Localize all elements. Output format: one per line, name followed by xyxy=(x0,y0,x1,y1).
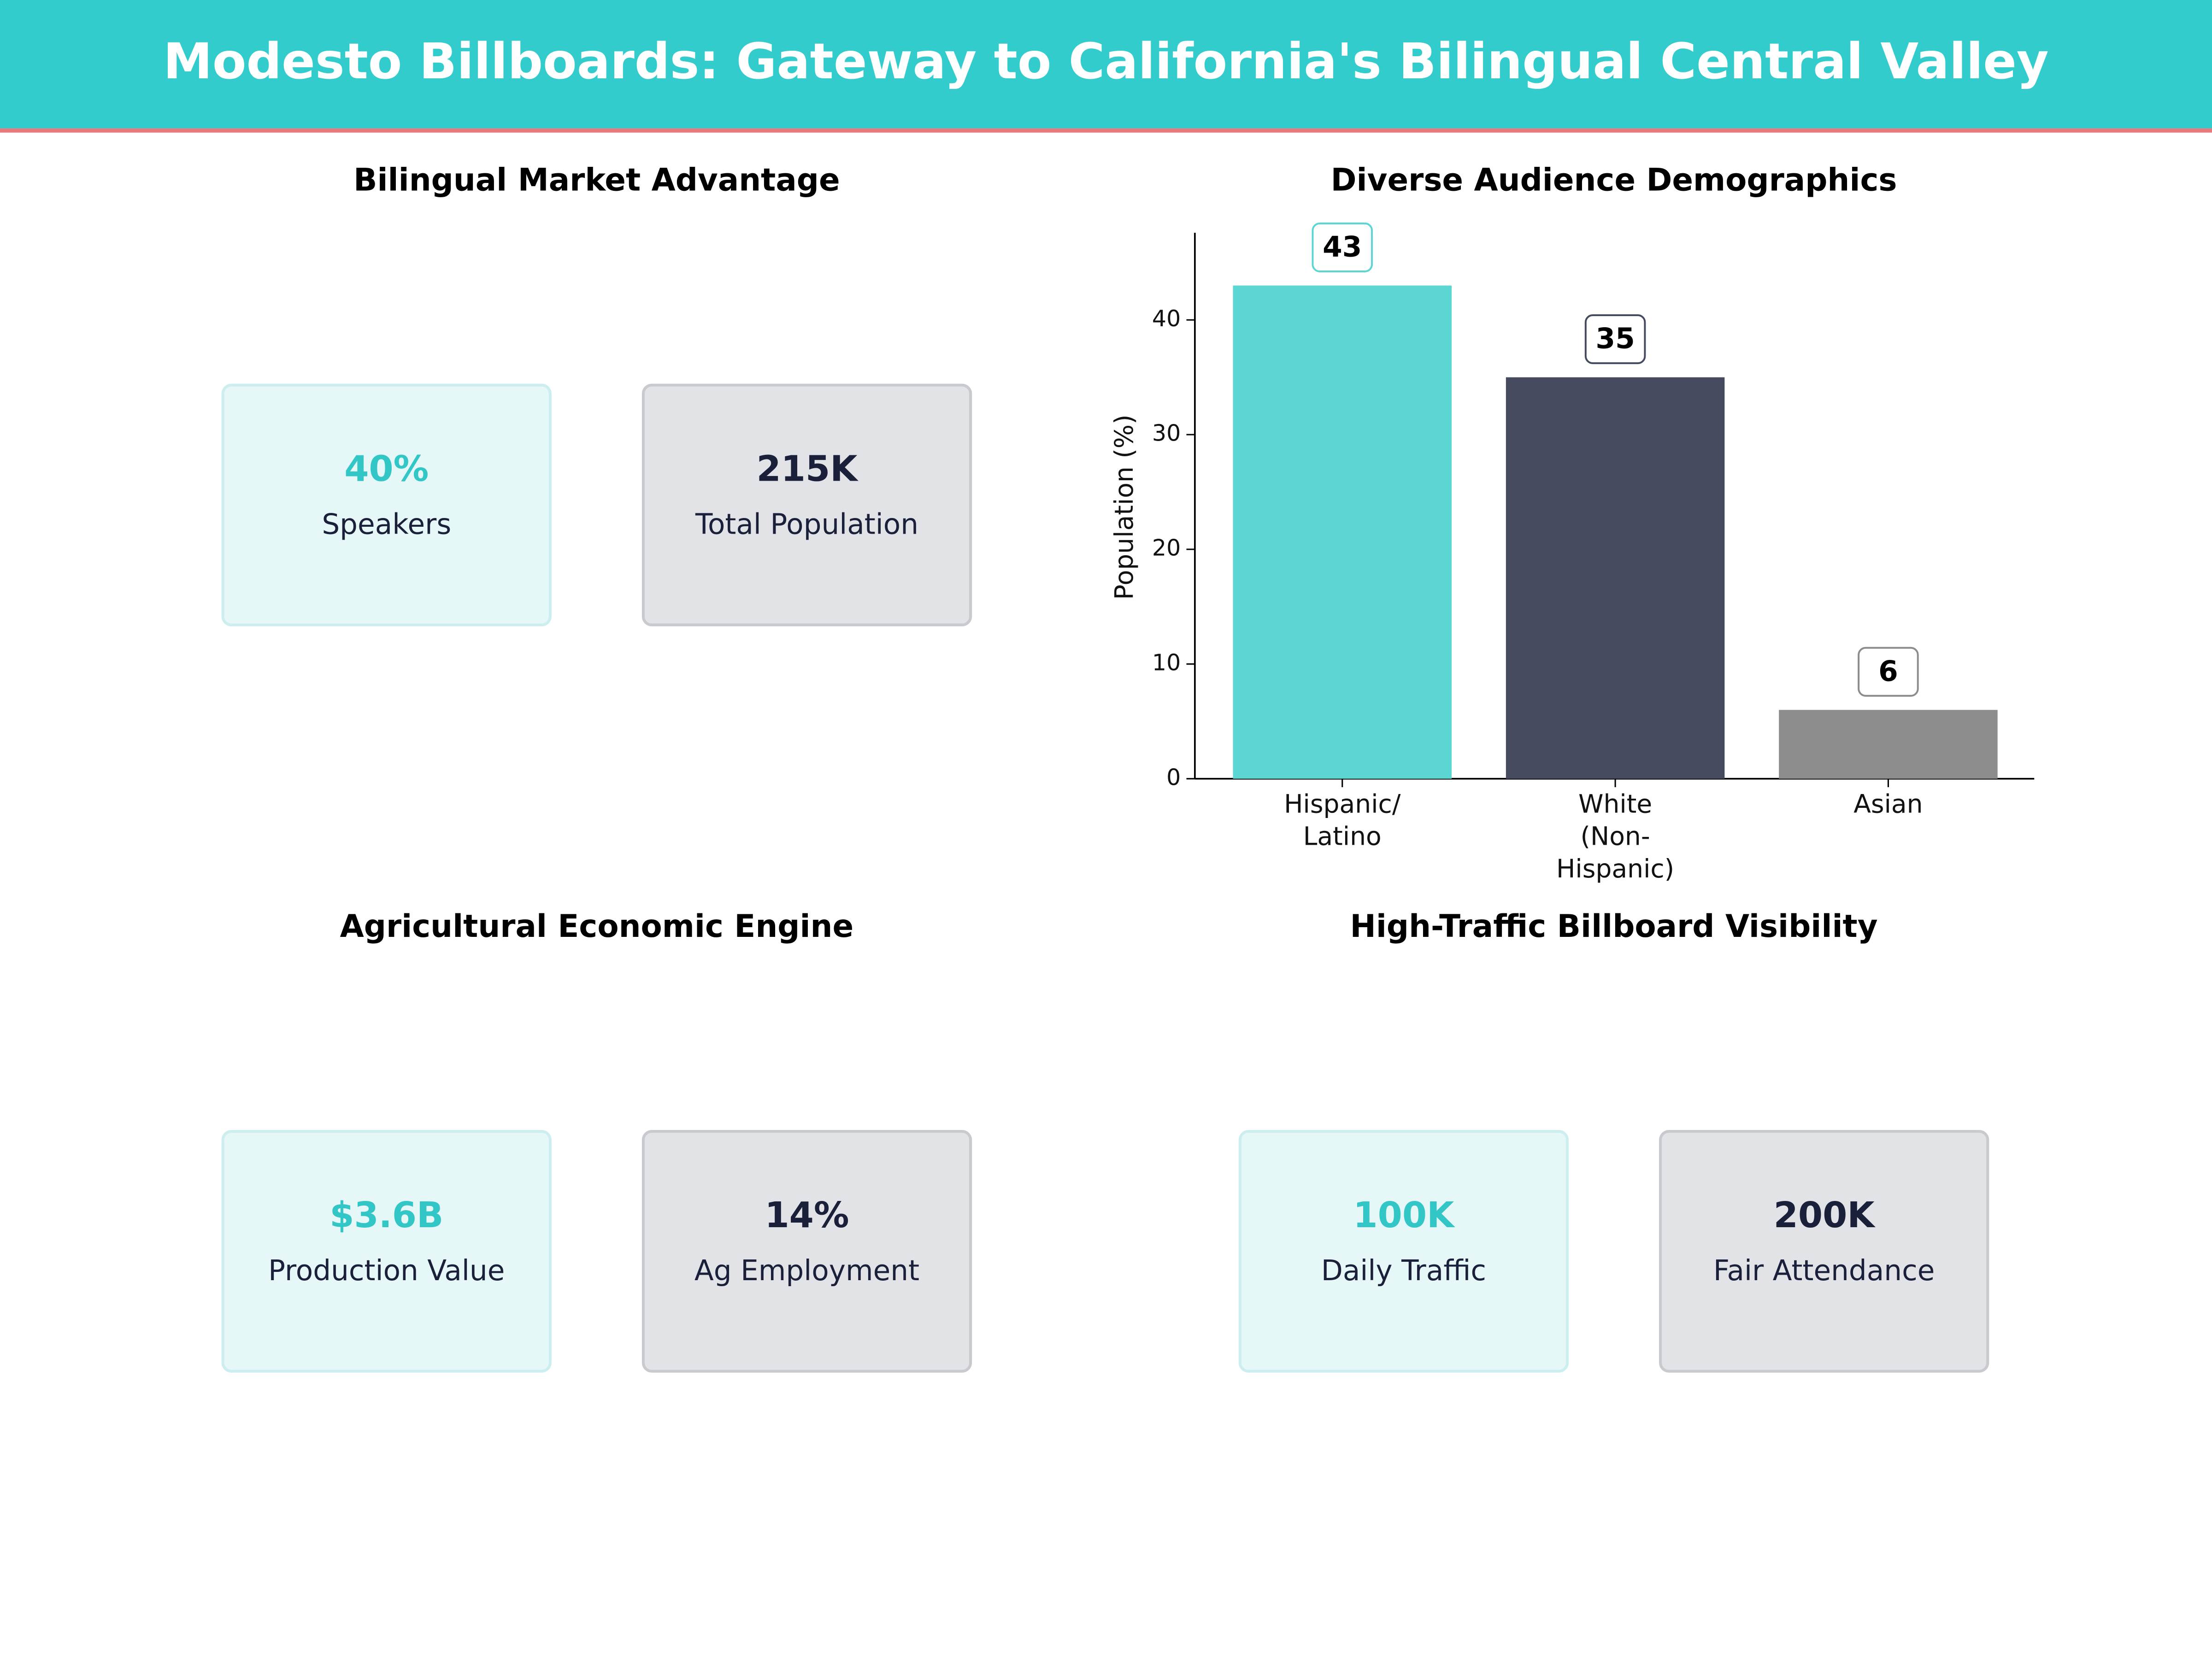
y-tick-label: 30 xyxy=(1152,420,1181,447)
kpi-label: Fair Attendance xyxy=(1713,1254,1935,1287)
bar xyxy=(1233,285,1452,779)
header-band xyxy=(0,0,2212,129)
page-title: Modesto Billboards: Gateway to Californi… xyxy=(163,33,2048,90)
x-tick-label: Asian xyxy=(1853,790,1923,820)
kpi-label: Total Population xyxy=(695,508,918,541)
kpi-label: Daily Traffic xyxy=(1321,1254,1486,1287)
x-tick-label: Hispanic/ Latino xyxy=(1284,790,1401,852)
value-label-box xyxy=(1312,222,1373,272)
value-label-box xyxy=(1584,314,1646,365)
kpi-value: 215K xyxy=(757,448,859,489)
value-label: 43 xyxy=(1323,231,1362,264)
y-tick-label: 0 xyxy=(1166,764,1181,790)
bar xyxy=(1779,710,1998,779)
y-tick-label: 40 xyxy=(1152,306,1181,332)
bar xyxy=(1506,377,1725,779)
kpi-card xyxy=(641,1130,972,1373)
value-label-box xyxy=(1858,647,1919,697)
kpi-value: 40% xyxy=(344,448,429,489)
panel-title: Agricultural Economic Engine xyxy=(340,908,854,944)
kpi-value: 100K xyxy=(1353,1195,1455,1236)
y-tick-label: 20 xyxy=(1152,535,1181,561)
panel-title: Bilingual Market Advantage xyxy=(353,161,840,198)
kpi-card xyxy=(221,1130,552,1373)
header-rule xyxy=(0,128,2212,133)
kpi-value: $3.6B xyxy=(329,1195,443,1236)
kpi-value: 200K xyxy=(1774,1195,1876,1236)
value-label: 35 xyxy=(1596,323,1635,355)
chart-title: Diverse Audience Demographics xyxy=(1331,161,1897,198)
value-label: 6 xyxy=(1878,655,1898,688)
panel-title: High-Traffic Billboard Visibility xyxy=(1350,908,1877,944)
x-tick-label: White (Non- Hispanic) xyxy=(1556,790,1675,885)
kpi-card xyxy=(221,383,552,627)
kpi-card xyxy=(641,383,972,627)
y-axis-label: Population (%) xyxy=(1109,414,1139,600)
kpi-value: 14% xyxy=(765,1195,849,1236)
kpi-card xyxy=(1238,1130,1569,1373)
kpi-label: Production Value xyxy=(268,1254,505,1287)
kpi-label: Speakers xyxy=(322,508,451,541)
kpi-label: Ag Employment xyxy=(694,1254,919,1287)
y-tick-label: 10 xyxy=(1152,649,1181,676)
kpi-card xyxy=(1659,1130,1989,1373)
